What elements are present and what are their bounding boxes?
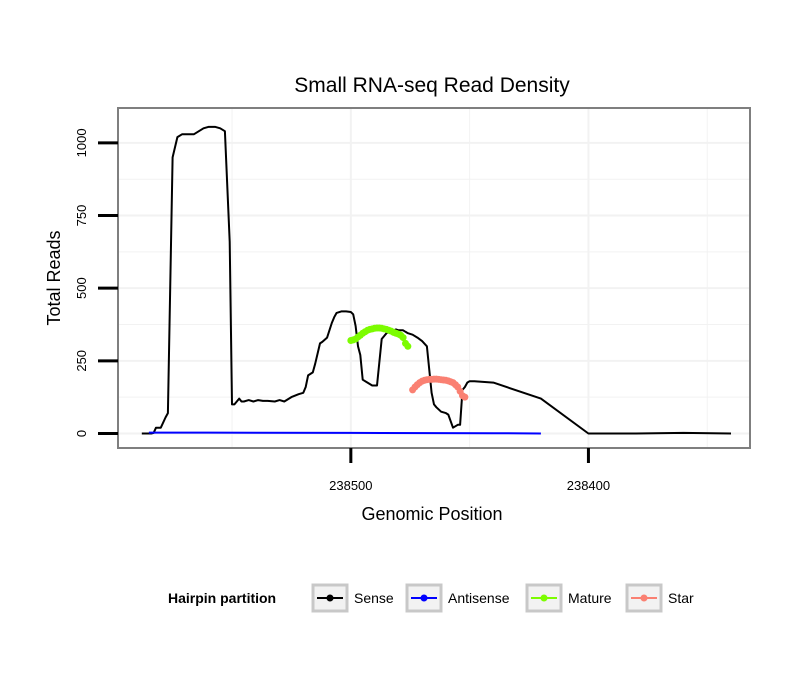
- y-tick-label: 500: [74, 277, 89, 299]
- mature-point: [404, 342, 412, 350]
- y-tick-label: 1000: [74, 128, 89, 157]
- plot-panel: [117, 107, 751, 449]
- series-line-sense: [141, 125, 732, 435]
- legend-item-antisense: Antisense: [405, 583, 510, 613]
- legend: Hairpin partition Sense Antisense Mature St…: [168, 583, 694, 613]
- panel-border: [117, 107, 751, 449]
- legend-item-sense: Sense: [311, 583, 394, 613]
- legend-key-point: [420, 594, 428, 602]
- legend-item-star: Star: [625, 583, 694, 613]
- legend-item-mature: Mature: [525, 583, 612, 613]
- x-tick-label: 238500: [329, 478, 372, 493]
- x-tick-label: 238400: [567, 478, 610, 493]
- legend-label: Antisense: [448, 590, 510, 606]
- legend-label: Mature: [568, 590, 612, 606]
- y-tick-label: 750: [74, 205, 89, 227]
- y-tick-label: 0: [74, 430, 89, 437]
- legend-key-point: [540, 594, 548, 602]
- y-axis-label: Total Reads: [44, 230, 64, 325]
- chart-title: Small RNA-seq Read Density: [294, 74, 570, 97]
- legend-items: Sense Antisense Mature Star: [311, 583, 694, 613]
- mature-point: [399, 334, 407, 342]
- x-axis-label: Genomic Position: [361, 504, 502, 524]
- legend-key-point: [326, 594, 334, 602]
- legend-key-point: [640, 594, 648, 602]
- series-line-antisense: [148, 431, 541, 435]
- star-point: [461, 393, 469, 401]
- legend-label: Star: [668, 590, 694, 606]
- y-tick-label: 250: [74, 350, 89, 372]
- series-layer: [141, 125, 732, 435]
- x-axis: 238500 238400: [329, 448, 610, 493]
- legend-title: Hairpin partition: [168, 590, 276, 606]
- legend-label: Sense: [354, 590, 394, 606]
- y-axis: 0 250 500 750 1000: [74, 128, 118, 437]
